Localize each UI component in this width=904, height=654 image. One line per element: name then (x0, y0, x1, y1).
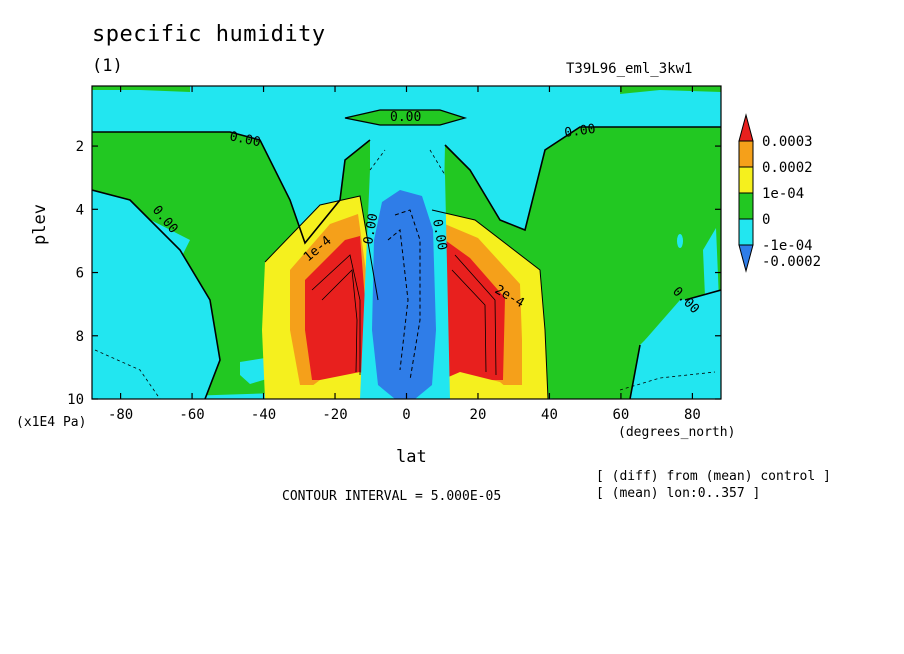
x-tick-label: 60 (613, 407, 630, 423)
colorbar-label: 0 (762, 212, 770, 228)
contour-zero-left-low (92, 189, 221, 399)
y-axis: 2 4 6 8 10 (67, 139, 721, 408)
contour-red-right-b (451, 269, 487, 373)
contour-zero-left (92, 131, 371, 245)
field-cyan-right-dot (677, 234, 683, 248)
contour-red-left-a (311, 254, 361, 375)
field-cyan-right-sliver (703, 228, 719, 320)
field-cyan-left-hole (240, 358, 270, 384)
contour-negative-lower-left (94, 349, 161, 399)
contour-fields (92, 86, 721, 399)
contour-interval: CONTOUR INTERVAL = 5.000E-05 (282, 489, 502, 504)
y-tick-label: 4 (76, 202, 84, 218)
colorbar-segment (738, 113, 754, 142)
colorbar-label: 0.0003 (762, 134, 813, 150)
field-yellow-bottom-left (295, 372, 380, 399)
colorbar-label: -1e-04 (762, 238, 813, 254)
colorbar-label: -0.0002 (762, 254, 821, 270)
field-yellow-bottom-right (430, 372, 520, 399)
field-red-right (445, 240, 505, 380)
contour-label: 0.00 (429, 218, 449, 251)
y-axis-units: (x1E4 Pa) (16, 415, 87, 430)
field-green-top-left (92, 86, 190, 92)
x-tick-label: -40 (251, 407, 276, 423)
x-tick-label: 0 (402, 407, 410, 423)
contour-negative-outer-right (429, 149, 446, 176)
field-cyan-right-wedge (630, 290, 721, 399)
x-tick-label: 80 (684, 407, 701, 423)
colorbar-segment (738, 244, 754, 273)
x-axis: -80 -60 -40 -20 0 20 40 60 80 (108, 86, 701, 423)
contour-zero-right (444, 126, 721, 232)
contour-label: 0.00 (361, 212, 381, 245)
y-tick-label: 2 (76, 139, 84, 155)
contour-zero-top (344, 109, 468, 126)
colorbar-segment (738, 140, 754, 168)
colorbar: 0.0003 0.0002 1e-04 0 -1e-04-0.0002 (738, 113, 821, 273)
chart-subtitle: (1) (92, 56, 123, 76)
contour-red-left-b (321, 269, 358, 373)
field-green-top-right (620, 86, 721, 94)
field-blue-equator (372, 190, 436, 399)
contour-lines (92, 109, 721, 399)
x-tick-label: -80 (108, 407, 133, 423)
x-axis-label: lat (396, 447, 427, 467)
contour-zero-right-low (629, 289, 721, 399)
colorbar-segment (738, 218, 754, 246)
x-tick-label: 20 (470, 407, 487, 423)
contour-red-right-a (454, 254, 497, 376)
contour-negative-lower-right (619, 371, 716, 391)
contour-negative-outer-left (369, 149, 386, 171)
x-tick-label: -20 (322, 407, 347, 423)
field-green-top-center (345, 110, 465, 125)
contour-label: 0.00 (563, 122, 596, 141)
run-name: T39L96_eml_3kw1 (566, 61, 693, 77)
field-cyan-left-pocket (92, 190, 220, 399)
y-tick-label: 8 (76, 329, 84, 345)
y-tick-label: 6 (76, 266, 84, 282)
x-tick-label: 40 (541, 407, 558, 423)
contour-negative-inner-b (387, 229, 409, 371)
contour-positive-right-outer (431, 209, 549, 399)
colorbar-segment (738, 192, 754, 220)
colorbar-label: 1e-04 (762, 186, 804, 202)
colorbar-label: 0.0002 (762, 160, 813, 176)
contour-negative-inner-a (394, 209, 421, 381)
contour-label: 0.00 (390, 110, 421, 125)
note-diff: [ (diff) from (mean) control ] (596, 469, 831, 484)
x-tick-label: -60 (179, 407, 204, 423)
contour-label: 0.00 (228, 129, 262, 150)
y-tick-label: 10 (67, 392, 84, 408)
x-axis-units: (degrees_north) (618, 425, 736, 440)
colorbar-segment (738, 166, 754, 194)
contour-positive-left-outer (264, 195, 379, 301)
chart-title: specific humidity (92, 22, 326, 47)
note-mean: [ (mean) lon:0..357 ] (596, 486, 761, 501)
